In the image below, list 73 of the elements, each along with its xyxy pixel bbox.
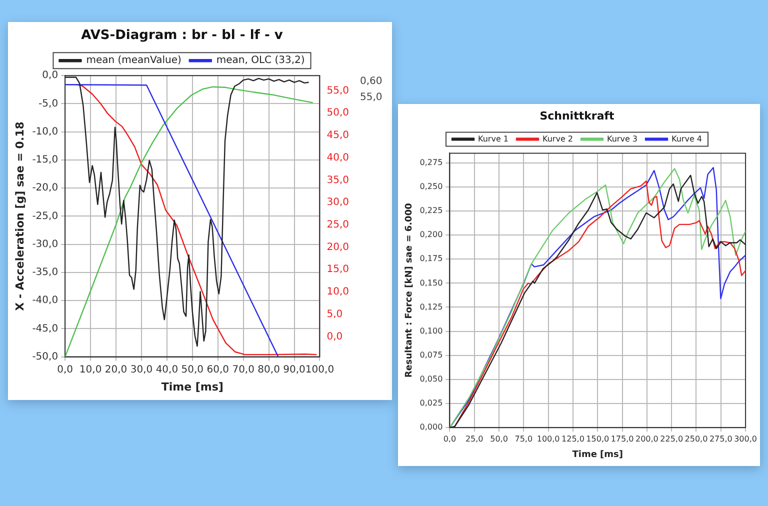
- y2-tick-label: 0,0: [326, 331, 343, 342]
- y-tick-label: -45,0: [32, 323, 58, 334]
- x-tick-label: 150,0: [586, 434, 610, 444]
- x-tick-label: 100,0: [305, 364, 334, 376]
- y-tick-label: 0,100: [420, 326, 443, 336]
- y2-tick-label: 5,0: [326, 308, 343, 320]
- x-tick-label: 100,0: [536, 434, 560, 444]
- legend-label: Kurve 4: [671, 134, 702, 144]
- y-tick-label: 0,275: [420, 158, 443, 167]
- x-tick-label: 250,0: [684, 434, 708, 444]
- y2-tick-label: 55,0: [326, 85, 349, 96]
- x-tick-label: 25,0: [465, 434, 484, 444]
- x-tick-label: 200,0: [635, 434, 658, 444]
- y-tick-label: -40,0: [32, 295, 58, 306]
- y-tick-label: -35,0: [32, 267, 58, 278]
- y2-tick-label: 30,0: [326, 197, 349, 208]
- y2-tick-label: 50,0: [326, 108, 349, 119]
- y2-tick-label: 15,0: [326, 264, 349, 276]
- x-axis-title: Time [ms]: [161, 380, 224, 394]
- text: 0,60: [360, 76, 382, 88]
- legend-label: mean (meanValue): [86, 55, 182, 66]
- x-tick-label: 80,0: [258, 364, 280, 376]
- x-tick-label: 0,0: [57, 364, 74, 376]
- chart-title: Schnittkraft: [540, 109, 614, 122]
- y-axis-title: Resultant : Force [kN] sae = 6.000: [404, 203, 415, 378]
- y-tick-label: -50,0: [32, 351, 58, 362]
- legend-label: mean, OLC (33,2): [216, 55, 305, 66]
- legend-label: Kurve 3: [607, 134, 638, 144]
- legend-label: Kurve 1: [478, 134, 509, 144]
- x-tick-label: 40,0: [156, 364, 178, 376]
- x-tick-label: 75,0: [514, 434, 533, 444]
- y-tick-label: -20,0: [32, 182, 58, 194]
- x-tick-label: 60,0: [206, 364, 230, 376]
- text: 55,0: [360, 92, 382, 104]
- x-axis-title: Time [ms]: [572, 450, 624, 460]
- y2-tick-label: 45,0: [326, 130, 349, 142]
- y-tick-label: 0,050: [420, 374, 443, 384]
- y2-tick-label: 35,0: [326, 174, 349, 186]
- y-tick-label: 0,250: [420, 182, 443, 191]
- x-tick-label: 125,0: [562, 434, 584, 444]
- y2-tick-label: 20,0: [326, 242, 349, 253]
- y2-tick-label: 10,0: [326, 286, 349, 298]
- x-tick-label: 175,0: [610, 434, 634, 444]
- x-tick-label: 20,0: [104, 364, 128, 376]
- y-tick-label: 0,075: [420, 350, 443, 360]
- y-tick-label: 0,025: [420, 398, 443, 408]
- y-tick-label: 0,175: [420, 254, 443, 264]
- y-tick-label: -10,0: [32, 126, 58, 138]
- x-tick-label: 90,0: [283, 364, 306, 376]
- y-tick-label: 0,0: [42, 70, 58, 82]
- x-tick-label: 275,0: [709, 434, 732, 444]
- x-tick-label: 30,0: [130, 364, 153, 376]
- x-tick-label: 10,0: [79, 364, 102, 376]
- x-tick-label: 225,0: [660, 434, 684, 444]
- y2-tick-label: 25,0: [326, 220, 349, 231]
- chart-title: AVS-Diagram : br - bl - lf - v: [81, 28, 284, 44]
- y-axis-title: X - Acceleration [g] sae = 0.18: [13, 122, 26, 311]
- y-tick-label: 0,225: [420, 206, 443, 216]
- x-tick-label: 50,0: [181, 364, 204, 376]
- y2-tick-label: 40,0: [326, 152, 349, 164]
- y-tick-label: 0,125: [420, 302, 443, 312]
- y-tick-label: 0,200: [420, 230, 443, 240]
- y-tick-label: -15,0: [32, 154, 58, 166]
- x-tick-label: 300,0: [734, 434, 757, 444]
- y-tick-label: -25,0: [32, 210, 58, 222]
- x-tick-label: 70,0: [232, 364, 254, 376]
- y-tick-label: 0,000: [420, 422, 443, 432]
- x-tick-label: 50,0: [490, 434, 508, 444]
- x-tick-label: 0,0: [443, 434, 456, 444]
- y-tick-label: 0,150: [420, 278, 443, 288]
- legend-label: Kurve 2: [542, 134, 574, 144]
- y-tick-label: -5,0: [38, 98, 58, 110]
- y-tick-label: -30,0: [32, 238, 58, 250]
